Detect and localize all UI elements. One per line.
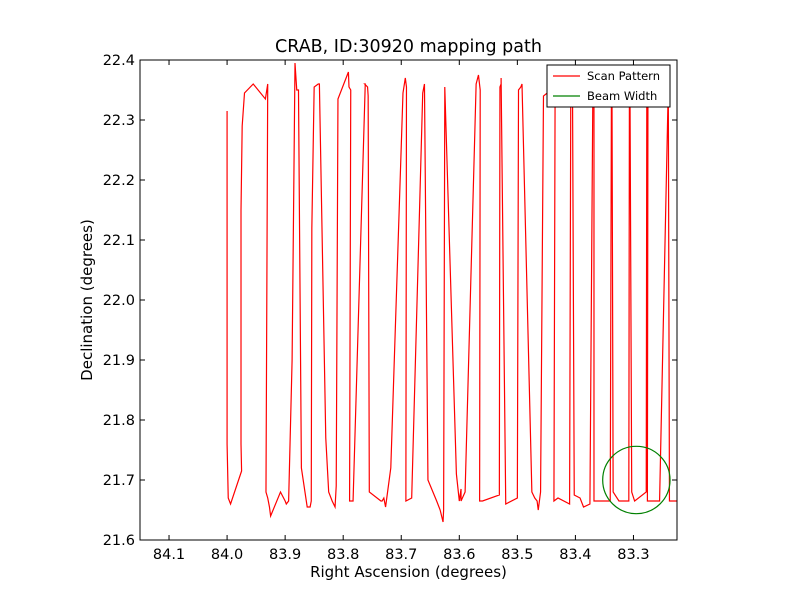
legend-label-scan-pattern: Scan Pattern [587, 69, 660, 83]
x-tick-label: 83.3 [617, 547, 649, 563]
x-tick-label: 84.1 [153, 547, 185, 563]
y-tick-label: 22.3 [103, 113, 135, 129]
y-tick-label: 22.1 [103, 233, 135, 249]
y-tick-label: 21.8 [103, 413, 135, 429]
x-axis-label: Right Ascension (degrees) [310, 563, 507, 581]
plot-area [140, 60, 677, 540]
y-tick-label: 22.4 [103, 53, 135, 69]
x-tick-label: 83.6 [443, 547, 475, 563]
x-tick-label: 83.8 [327, 547, 359, 563]
y-tick-label: 22.0 [103, 293, 135, 309]
y-tick-label: 22.2 [103, 173, 135, 189]
y-tick-label: 21.9 [103, 353, 135, 369]
x-tick-label: 83.7 [385, 547, 417, 563]
beam-width-circle [602, 445, 671, 515]
ticks-layer: 84.1 84.0 83.9 83.8 83.7 83.6 83.5 83.4 83.3 21.6… [103, 53, 677, 563]
x-tick-label: 83.5 [501, 547, 533, 563]
x-tick-label: 84.0 [211, 547, 243, 563]
legend-box [546, 64, 671, 108]
legend: Scan Pattern Beam Width [546, 64, 671, 108]
y-axis-label: Declination (degrees) [78, 219, 96, 381]
x-tick-label: 83.4 [559, 547, 591, 563]
chart-title: CRAB, ID:30920 mapping path [275, 37, 542, 57]
legend-label-beam-width: Beam Width [587, 89, 657, 103]
y-tick-label: 21.7 [103, 473, 135, 489]
x-tick-label: 83.9 [269, 547, 301, 563]
y-tick-label: 21.6 [103, 533, 135, 549]
